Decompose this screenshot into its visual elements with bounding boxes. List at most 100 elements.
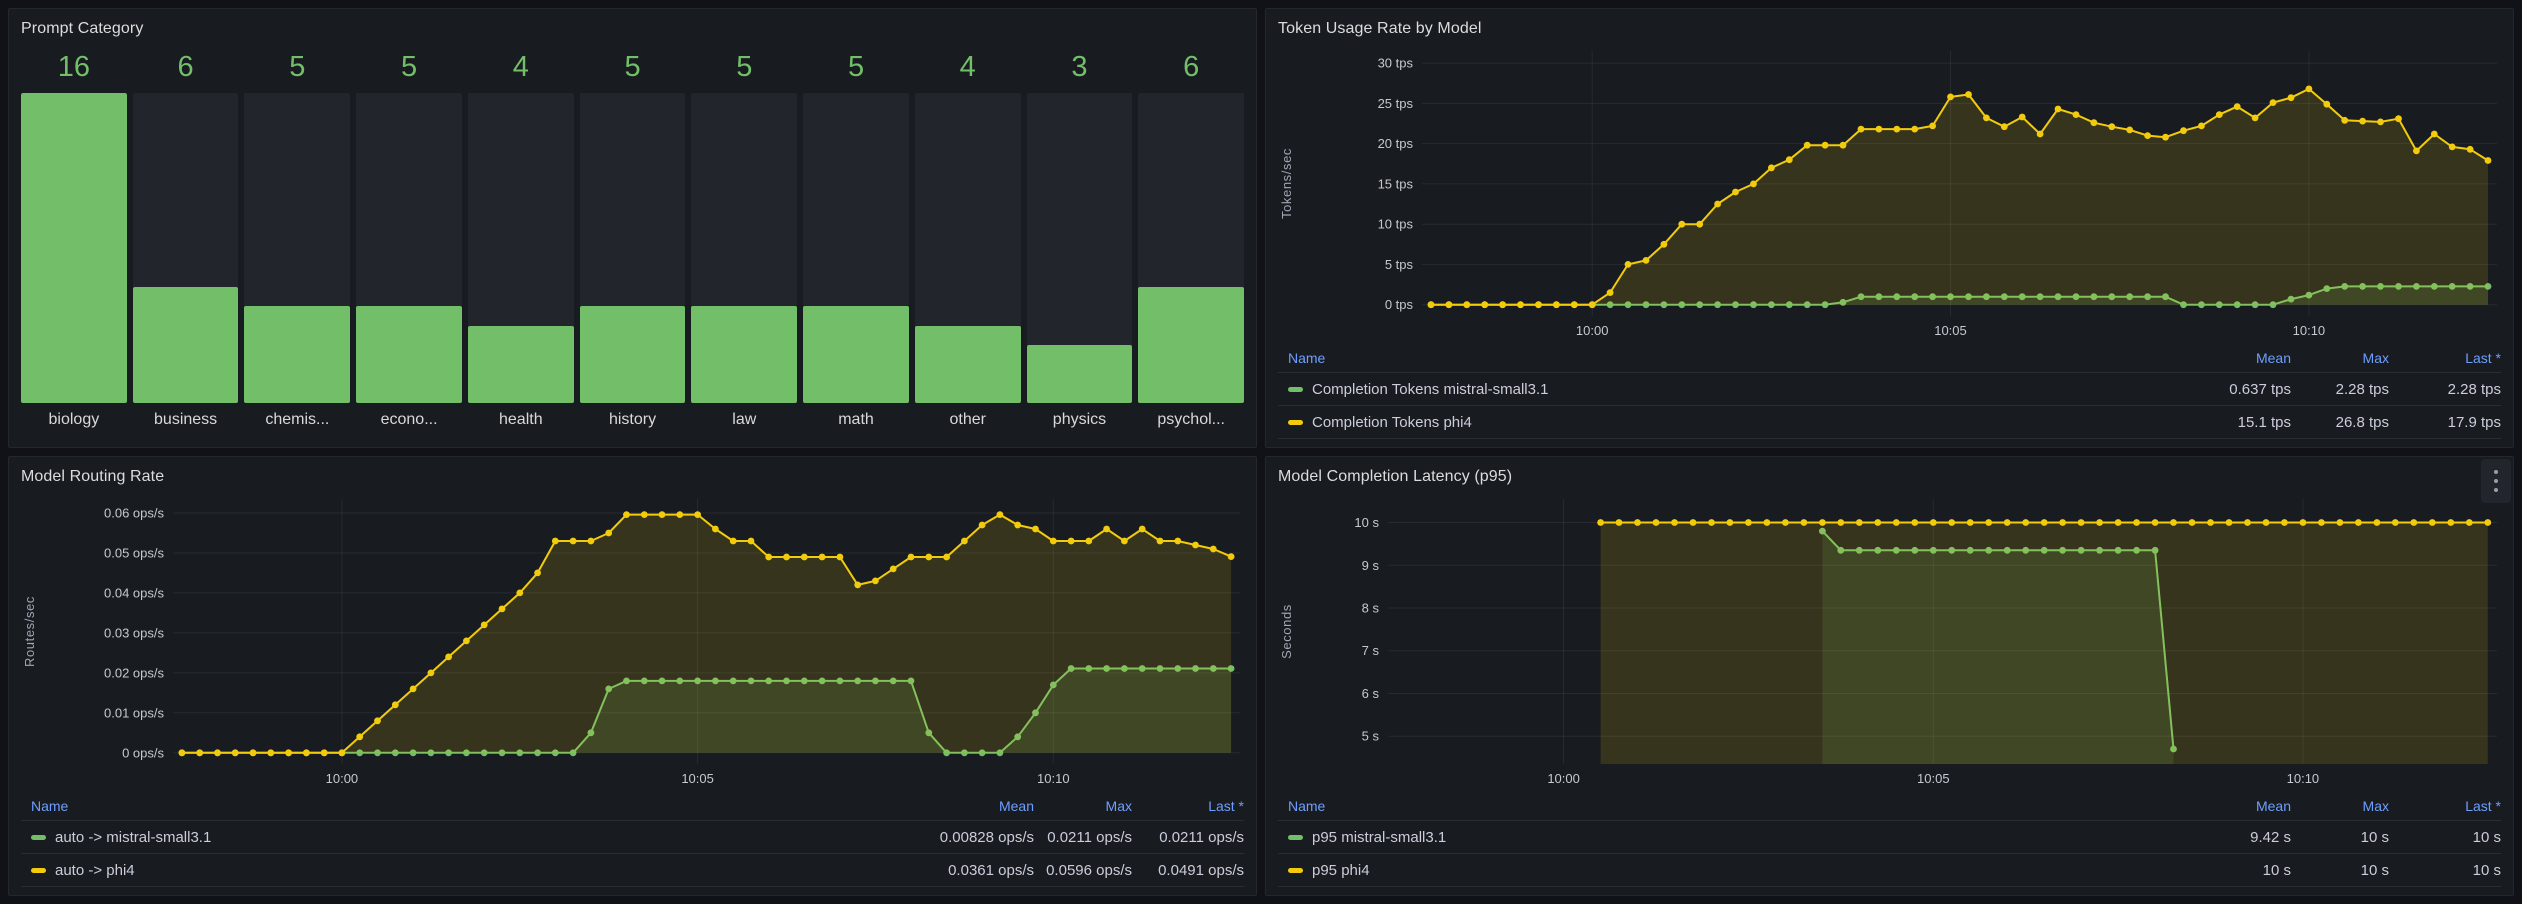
bar-fill [356,306,462,403]
data-point [1597,519,1604,526]
y-tick-label: 0.03 ops/s [104,625,164,640]
y-tick-label: 0 tps [1385,297,1414,312]
data-point [729,537,737,545]
bar-column: 5 math [803,45,909,439]
bar-track [803,93,909,403]
bar-fill [21,93,127,403]
time-series-chart[interactable]: 0 tps 5 tps 10 tps 15 tps 20 tps 25 tps 30 tps… [1278,43,2501,343]
data-point [765,553,773,561]
data-point [267,749,275,757]
data-point [2072,293,2080,301]
legend-col-name[interactable]: Name [31,797,69,814]
data-point [1768,301,1775,309]
bar-track [1026,93,1133,403]
bar-label: history [608,411,657,428]
series-mean-value: 9.42 s [2250,828,2291,846]
time-series-chart[interactable]: 5 s 6 s 7 s 8 s 9 s 10 s 10:00 10:05 10:10 Second… [1278,491,2501,791]
data-point [854,581,862,589]
time-series-chart[interactable]: 0 ops/s 0.01 ops/s 0.02 ops/s 0.03 ops/s 0.0… [21,491,1244,791]
data-point [1708,519,1715,526]
series-name[interactable]: Completion Tokens phi4 [1312,413,1472,431]
y-tick-label: 30 tps [1378,56,1414,71]
bar-fill [132,286,239,403]
series-name[interactable]: auto -> mistral-small3.1 [55,828,212,846]
data-point [1588,301,1596,309]
y-tick-label: 20 tps [1378,136,1414,151]
legend-col-mean[interactable]: Mean [2255,797,2291,814]
data-point [1570,301,1578,309]
data-point [427,669,435,677]
series-name[interactable]: auto -> phi4 [55,861,135,879]
y-axis-title: Tokens/sec [1279,148,1294,219]
bar-value: 5 [624,51,641,83]
data-point [1839,141,1847,149]
data-point [623,511,630,518]
panel-menu-button[interactable] [2481,459,2511,503]
legend-col-max[interactable]: Max [2362,349,2389,366]
legend-col-name[interactable]: Name [1288,349,1326,366]
data-point [1660,301,1668,309]
legend-header-row: Name Mean Max Last * [1278,343,2501,372]
panel-prompt-category: Prompt Category 16 biology 6 business 5 chemi… [8,8,1257,448]
data-point [729,677,737,685]
legend-col-mean[interactable]: Mean [2255,349,2291,366]
series-name[interactable]: Completion Tokens mistral-small3.1 [1312,380,1549,398]
series-area [1431,88,2488,305]
data-point [996,749,1004,757]
data-point [907,553,915,561]
data-point [587,729,595,737]
data-point [2466,145,2474,153]
legend-col-mean[interactable]: Mean [998,797,1034,814]
data-point [2359,117,2366,125]
data-point [463,637,470,645]
data-point [1192,541,1199,549]
data-point [1535,301,1542,309]
legend-col-max[interactable]: Max [2362,797,2389,814]
time-series-plot[interactable]: 0 ops/s 0.01 ops/s 0.02 ops/s 0.03 ops/s 0.0… [21,491,1244,791]
data-point [1192,665,1199,672]
series-name[interactable]: p95 mistral-small3.1 [1312,828,1447,846]
time-series-plot[interactable]: 5 s 6 s 7 s 8 s 9 s 10 s 10:00 10:05 10:10 Second… [1278,491,2501,791]
panel-header: Model Routing Rate [21,463,1244,491]
data-point [818,553,826,561]
data-point [854,677,862,685]
legend-col-last[interactable]: Last * [2465,797,2501,814]
legend-col-max[interactable]: Max [1105,797,1132,814]
data-point [800,553,808,561]
data-point [178,749,186,757]
bar-value: 16 [57,51,90,83]
data-point [1121,537,1128,545]
data-point [1768,164,1775,172]
panel-title[interactable]: Model Routing Rate [21,468,165,485]
panel-title[interactable]: Token Usage Rate by Model [1278,20,1482,37]
legend-col-name[interactable]: Name [1288,797,1326,814]
y-tick-label: 0.01 ops/s [104,705,164,720]
y-tick-label: 5 tps [1385,257,1414,272]
bar-label: health [499,411,543,428]
series-last-value: 10 s [2472,828,2501,846]
data-point [409,685,417,693]
panel-title[interactable]: Prompt Category [21,20,144,37]
data-point [1517,301,1524,309]
data-point [676,677,684,685]
y-tick-label: 6 s [1362,686,1380,701]
data-point [1803,301,1811,309]
series-name[interactable]: p95 phi4 [1312,861,1370,879]
legend-col-last[interactable]: Last * [1208,797,1244,814]
data-point [2428,519,2436,526]
panel-token-usage: Token Usage Rate by Model 0 tps 5 tps 10 t… [1265,8,2514,448]
data-point [2114,546,2122,554]
panel-title[interactable]: Model Completion Latency (p95) [1278,468,1513,485]
data-point [1892,519,1900,526]
data-point [1103,665,1110,672]
data-point [1837,546,1845,554]
bar-column: 6 business [132,45,239,439]
data-point [1750,301,1757,309]
data-point [2251,114,2259,122]
bar-value: 5 [847,51,865,83]
time-series-plot[interactable]: 0 tps 5 tps 10 tps 15 tps 20 tps 25 tps 30 tps… [1278,43,2501,343]
y-tick-label: 0 ops/s [122,745,164,760]
legend-col-last[interactable]: Last * [2465,349,2501,366]
data-point [1085,537,1093,545]
data-point [1911,519,1919,526]
